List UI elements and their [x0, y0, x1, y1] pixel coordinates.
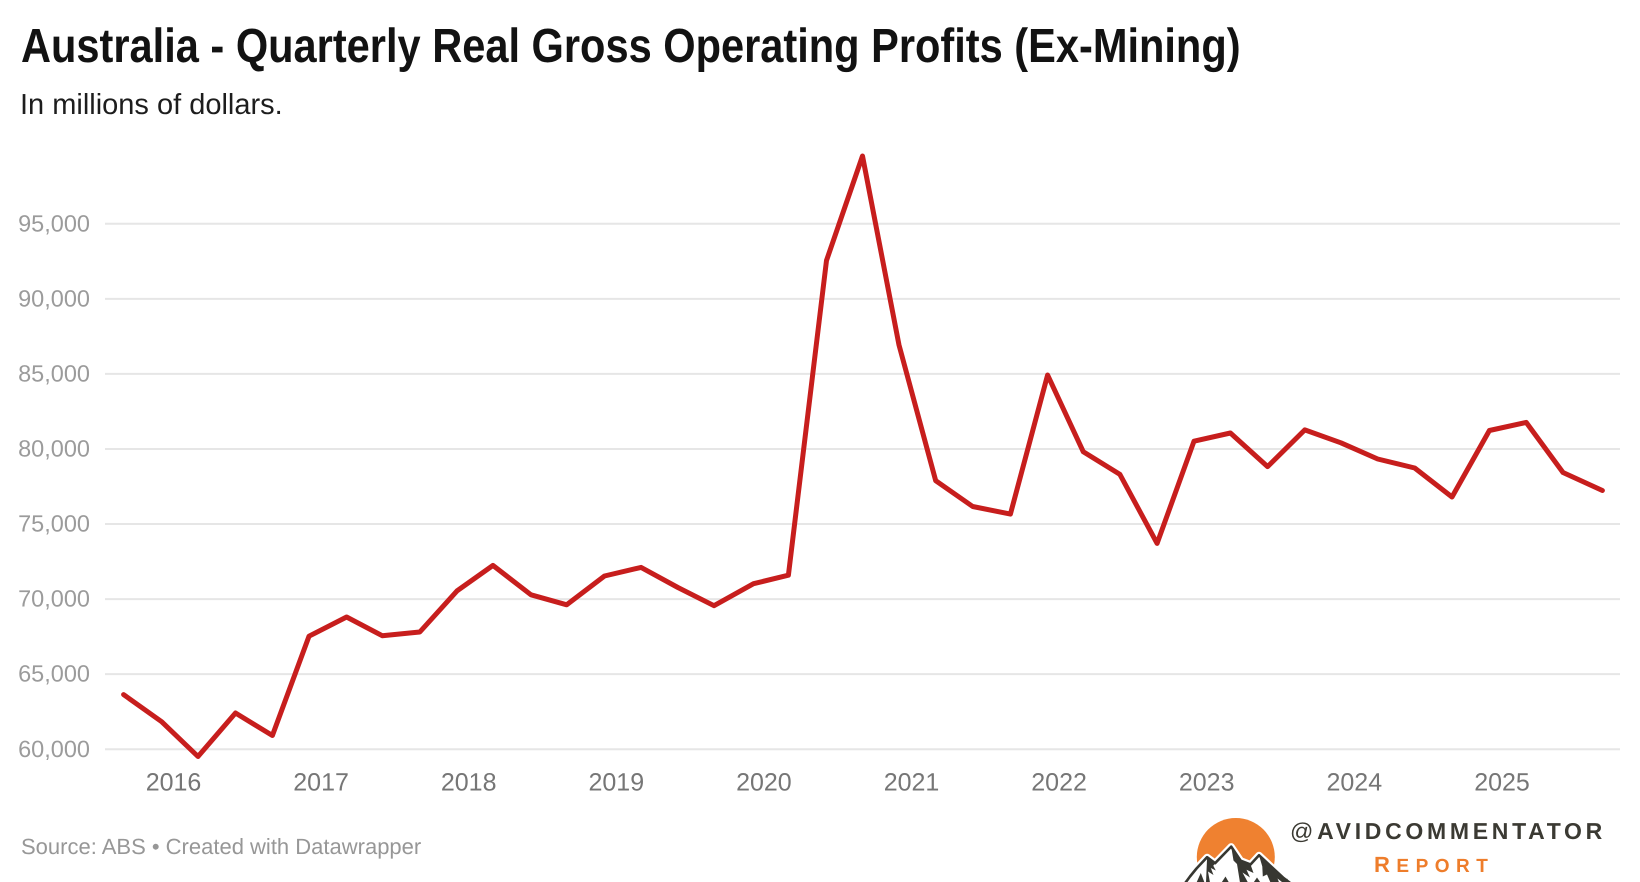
svg-text:2018: 2018 [441, 769, 497, 797]
svg-text:80,000: 80,000 [18, 436, 90, 462]
svg-text:2024: 2024 [1326, 769, 1382, 797]
svg-text:65,000: 65,000 [18, 661, 90, 687]
svg-text:2025: 2025 [1474, 769, 1530, 797]
svg-text:2022: 2022 [1031, 769, 1087, 797]
svg-text:70,000: 70,000 [18, 586, 90, 612]
svg-text:2021: 2021 [884, 769, 940, 797]
svg-text:2019: 2019 [588, 769, 644, 797]
svg-text:90,000: 90,000 [18, 286, 90, 312]
svg-text:95,000: 95,000 [18, 210, 90, 236]
svg-text:2023: 2023 [1179, 769, 1235, 797]
svg-text:60,000: 60,000 [18, 736, 90, 762]
svg-text:2016: 2016 [146, 769, 202, 797]
svg-text:75,000: 75,000 [18, 511, 90, 537]
svg-text:85,000: 85,000 [18, 361, 90, 387]
svg-text:2020: 2020 [736, 769, 792, 797]
svg-text:2017: 2017 [293, 769, 349, 797]
